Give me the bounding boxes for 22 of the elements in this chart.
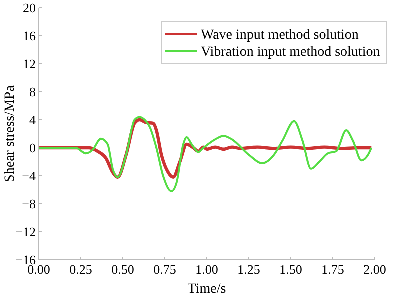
- x-tick-label: 2.00: [364, 262, 386, 277]
- y-tick-label: 16: [23, 28, 36, 44]
- x-tick-label: 0.50: [112, 262, 134, 277]
- x-tick-label: 1.50: [280, 262, 302, 277]
- y-tick-label: 0: [30, 140, 36, 156]
- legend-label: Wave input method solution: [201, 28, 359, 43]
- x-tick-label: 1.00: [196, 262, 218, 277]
- x-axis-title: Time/s: [188, 282, 226, 297]
- x-tick-label: 1.75: [322, 262, 344, 277]
- y-tick-label: 4: [30, 112, 36, 128]
- x-tick-label: 0.75: [154, 262, 176, 277]
- y-tick-label: 20: [23, 0, 36, 16]
- y-tick-label: 8: [30, 84, 36, 100]
- y-tick-label: 12: [23, 56, 36, 72]
- x-tick-label: 1.25: [238, 262, 260, 277]
- line-series: [38, 116, 373, 192]
- y-tick-label: −8: [22, 196, 36, 212]
- x-tick-label: 0.25: [70, 262, 92, 277]
- y-tick-label: −4: [22, 168, 36, 184]
- y-tick-label: −12: [16, 224, 36, 240]
- y-axis-title: Shear stress/MPa: [2, 84, 18, 182]
- legend-label: Vibration input method solution: [201, 45, 380, 60]
